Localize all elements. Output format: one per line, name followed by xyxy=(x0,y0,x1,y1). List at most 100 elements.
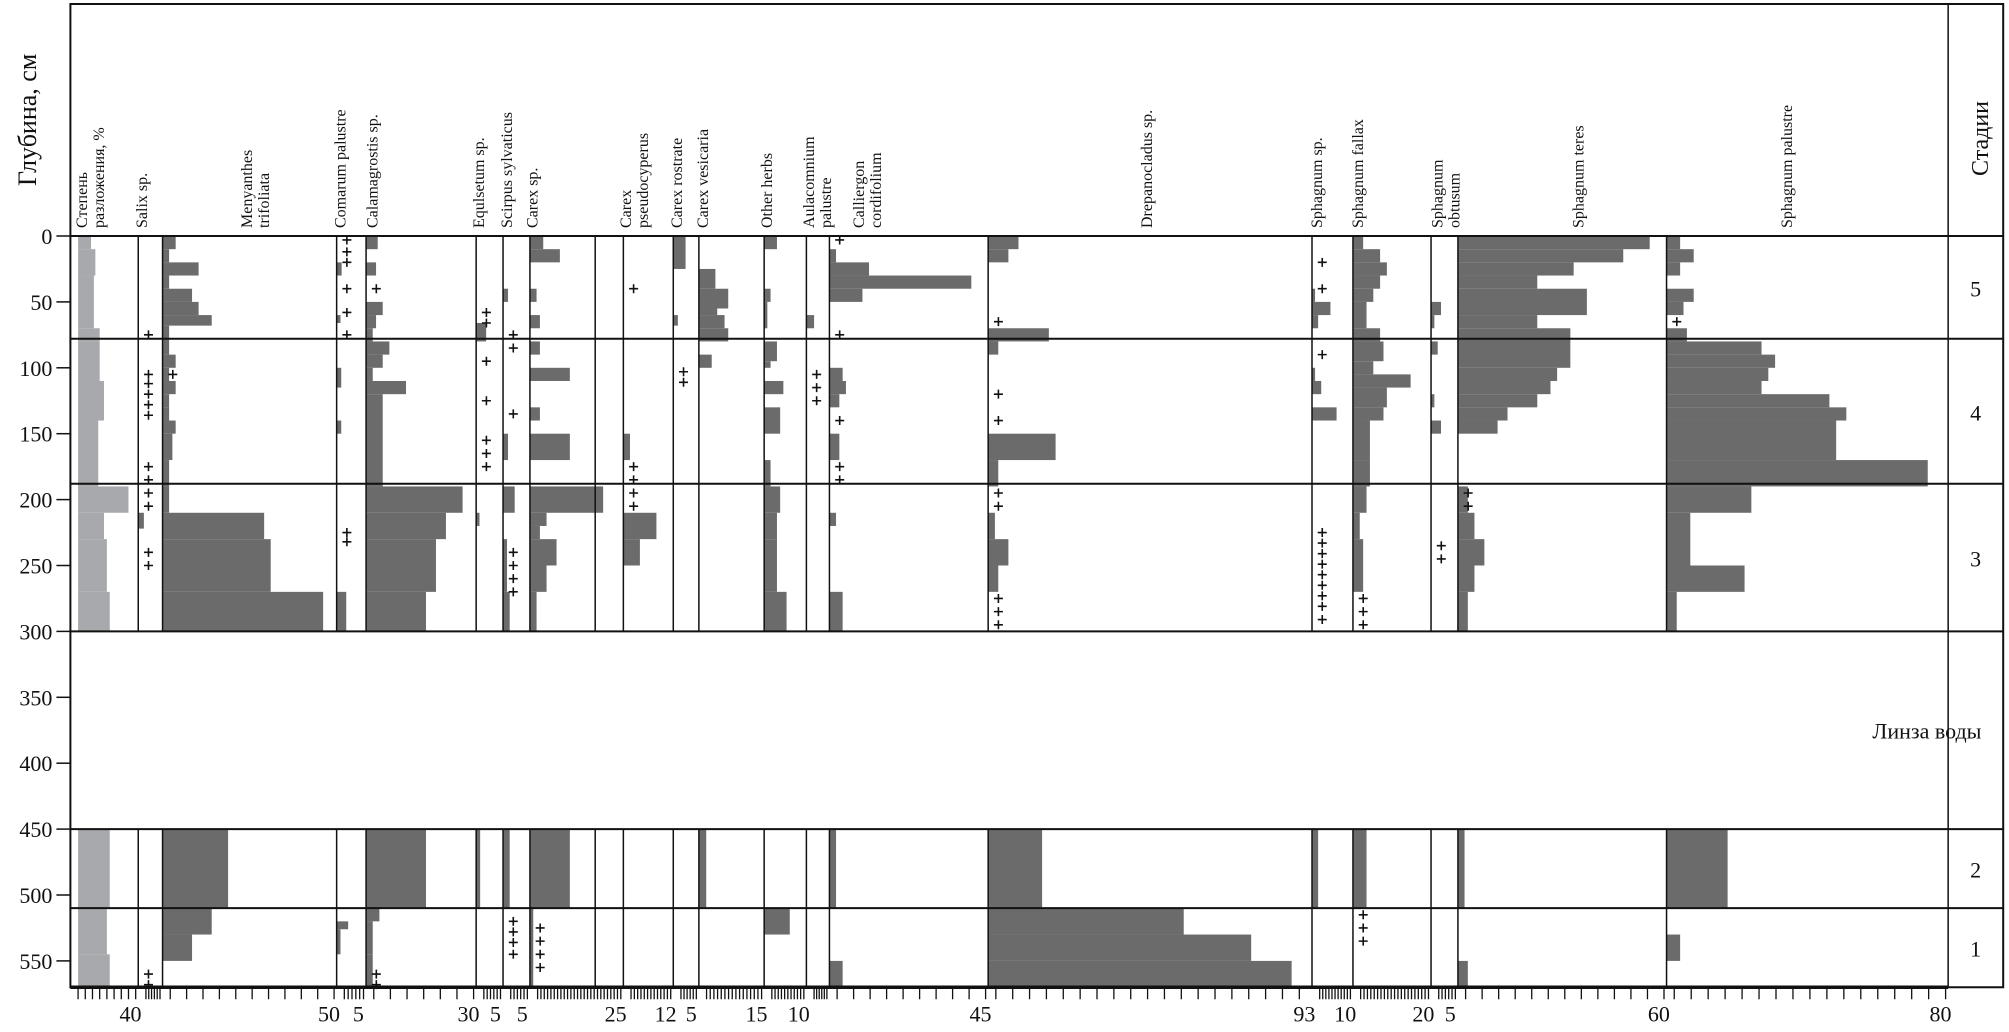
plus-marker xyxy=(342,284,352,294)
column-header: Comarum palustre xyxy=(333,109,350,228)
plus-marker xyxy=(535,923,545,933)
plus-marker xyxy=(1317,257,1327,267)
bar xyxy=(162,301,199,316)
column-header: разложения, % xyxy=(91,127,108,228)
column-header: Drepanocladus sp. xyxy=(1139,110,1156,228)
bar xyxy=(366,829,426,909)
bar xyxy=(623,539,640,566)
plus-marker xyxy=(1317,580,1327,590)
bar xyxy=(529,525,540,540)
bar xyxy=(366,954,373,988)
plus-marker xyxy=(508,561,518,570)
bar xyxy=(366,315,377,329)
depth-label: 150 xyxy=(19,422,52,447)
bar xyxy=(1666,512,1691,566)
bar xyxy=(1457,262,1574,276)
plus-marker xyxy=(143,369,153,379)
plus-marker xyxy=(1317,528,1327,538)
bar xyxy=(829,367,843,381)
plus-marker xyxy=(371,284,381,294)
scale-label: 93 xyxy=(1293,1001,1315,1026)
bar xyxy=(503,486,515,513)
column-header: Carex rostrate xyxy=(669,138,686,228)
depth-label: 50 xyxy=(30,290,52,315)
bar xyxy=(1666,288,1694,302)
bar xyxy=(988,565,999,592)
bar xyxy=(78,486,129,513)
bar xyxy=(1666,460,1928,487)
plus-marker xyxy=(508,949,518,959)
plus-marker xyxy=(629,462,639,472)
bar xyxy=(1457,829,1465,909)
bar xyxy=(78,275,94,329)
bar xyxy=(78,829,110,909)
plus-marker xyxy=(835,330,845,340)
plus-marker xyxy=(993,593,1003,603)
stage-label: 4 xyxy=(1970,400,1981,425)
stage-label: 2 xyxy=(1970,858,1981,883)
plus-marker xyxy=(629,284,639,294)
bar xyxy=(988,341,999,355)
plus-marker xyxy=(1317,549,1327,559)
bar xyxy=(1352,341,1384,362)
bar xyxy=(476,512,480,526)
bar xyxy=(1431,420,1442,434)
bar xyxy=(529,539,557,566)
bar xyxy=(162,367,170,381)
plus-marker xyxy=(508,937,518,947)
plus-marker xyxy=(371,969,381,979)
column-header: Carex vesicaria xyxy=(695,129,712,228)
bar xyxy=(336,262,342,276)
bar xyxy=(529,341,540,355)
bar xyxy=(366,591,426,632)
bar xyxy=(1666,262,1681,276)
bar xyxy=(1352,460,1370,487)
bar xyxy=(1312,288,1316,302)
plus-marker xyxy=(1317,591,1327,601)
bar xyxy=(1352,275,1381,289)
bar xyxy=(1666,407,1847,421)
plus-marker xyxy=(1672,317,1682,327)
bar xyxy=(1666,236,1681,250)
plus-marker xyxy=(508,547,518,557)
bar xyxy=(698,308,718,316)
bar xyxy=(529,236,544,250)
bar xyxy=(764,460,771,487)
bar xyxy=(529,486,604,513)
bar xyxy=(78,539,107,592)
depth-label: 300 xyxy=(19,619,52,644)
bar xyxy=(336,921,349,930)
bar xyxy=(764,361,771,368)
bar xyxy=(764,380,784,395)
stages-title: Стадии xyxy=(1968,101,1994,176)
plus-marker xyxy=(1463,488,1473,498)
bar xyxy=(503,829,510,909)
bar xyxy=(1666,420,1837,461)
scale-label: 60 xyxy=(1648,1001,1670,1026)
depth-label: 0 xyxy=(41,224,52,249)
bar xyxy=(988,539,1009,566)
bar xyxy=(1352,486,1367,513)
plus-marker xyxy=(143,379,153,389)
bar xyxy=(529,908,534,988)
bar xyxy=(162,512,265,540)
column-header: Menyanthes xyxy=(239,150,256,228)
column-header: Sphagnum teres xyxy=(1570,125,1587,228)
bar xyxy=(1666,341,1762,355)
plus-marker xyxy=(835,416,845,426)
y-axis-title: Глубина, см xyxy=(13,54,42,186)
plus-marker xyxy=(143,561,153,570)
bar xyxy=(1666,565,1745,592)
bar xyxy=(162,315,212,326)
stage-label: 3 xyxy=(1970,547,1981,572)
bar xyxy=(162,380,176,395)
bar xyxy=(1666,249,1694,263)
bar xyxy=(366,380,407,395)
column-header: trifoliata xyxy=(256,173,273,228)
bar xyxy=(988,433,1056,461)
plus-marker xyxy=(1317,559,1327,569)
bar xyxy=(1457,512,1475,540)
column-header: Equlsetum sp. xyxy=(471,137,488,228)
bar xyxy=(988,236,1019,250)
depth-label: 500 xyxy=(19,883,52,908)
